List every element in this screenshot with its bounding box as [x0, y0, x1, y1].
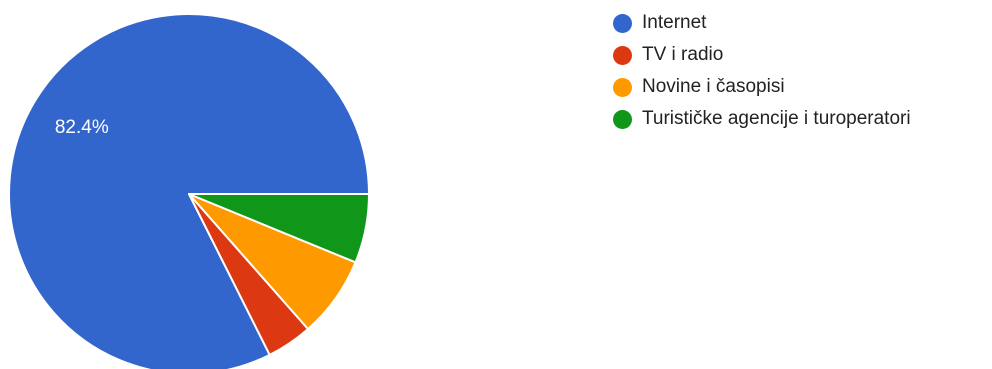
pie-slice[interactable] — [188, 193, 370, 264]
slice-data-label: 82.4% — [55, 117, 109, 138]
pie-labels: 82.4% — [55, 117, 109, 138]
legend-label: Turističke agencije i turoperatori — [642, 108, 911, 129]
legend-swatch — [613, 109, 632, 129]
pie-slices — [8, 13, 370, 369]
legend-item[interactable]: Novine i časopisi — [613, 74, 911, 100]
chart-legend: Internet TV i radio Novine i časopisi Turis… — [613, 10, 911, 138]
legend-item[interactable]: Internet — [613, 10, 911, 36]
legend-swatch — [613, 45, 632, 65]
pie-slice[interactable] — [8, 13, 370, 369]
legend-label: Internet — [642, 12, 707, 33]
legend-item[interactable]: TV i radio — [613, 42, 911, 68]
legend-label: TV i radio — [642, 44, 724, 65]
legend-swatch — [613, 77, 632, 97]
legend-item[interactable]: Turističke agencije i turoperatori — [613, 106, 911, 132]
legend-label: Novine i časopisi — [642, 76, 785, 97]
legend-swatch — [613, 13, 632, 33]
